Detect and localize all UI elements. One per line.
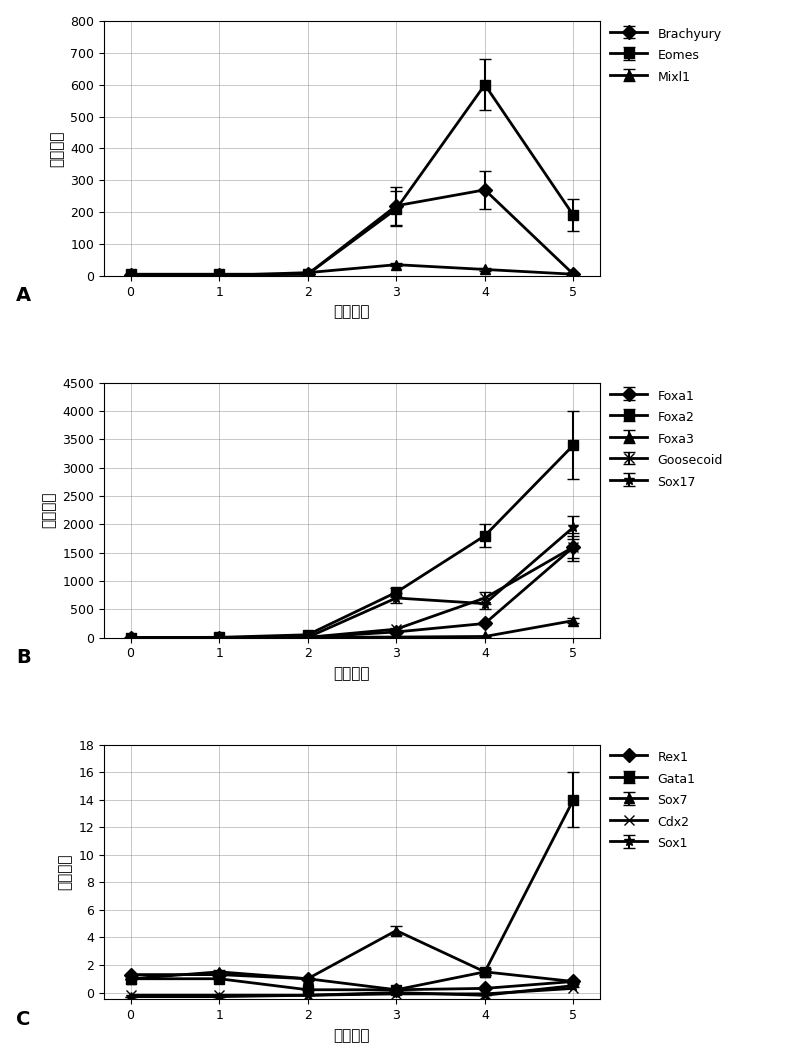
Text: C: C (16, 1010, 30, 1029)
X-axis label: 培养天数: 培养天数 (334, 666, 370, 681)
Text: A: A (16, 286, 31, 305)
Legend: Foxa1, Foxa2, Foxa3, Goosecoid, Sox17: Foxa1, Foxa2, Foxa3, Goosecoid, Sox17 (605, 383, 728, 494)
X-axis label: 培养天数: 培养天数 (334, 304, 370, 319)
Y-axis label: 变化倍数: 变化倍数 (42, 492, 57, 528)
Legend: Brachyury, Eomes, Mixl1: Brachyury, Eomes, Mixl1 (605, 21, 726, 89)
Legend: Rex1, Gata1, Sox7, Cdx2, Sox1: Rex1, Gata1, Sox7, Cdx2, Sox1 (605, 745, 701, 856)
X-axis label: 培养天数: 培养天数 (334, 1028, 370, 1043)
Y-axis label: 变化倍数: 变化倍数 (50, 130, 65, 166)
Text: B: B (16, 648, 30, 667)
Y-axis label: 变化倍数: 变化倍数 (58, 854, 73, 890)
